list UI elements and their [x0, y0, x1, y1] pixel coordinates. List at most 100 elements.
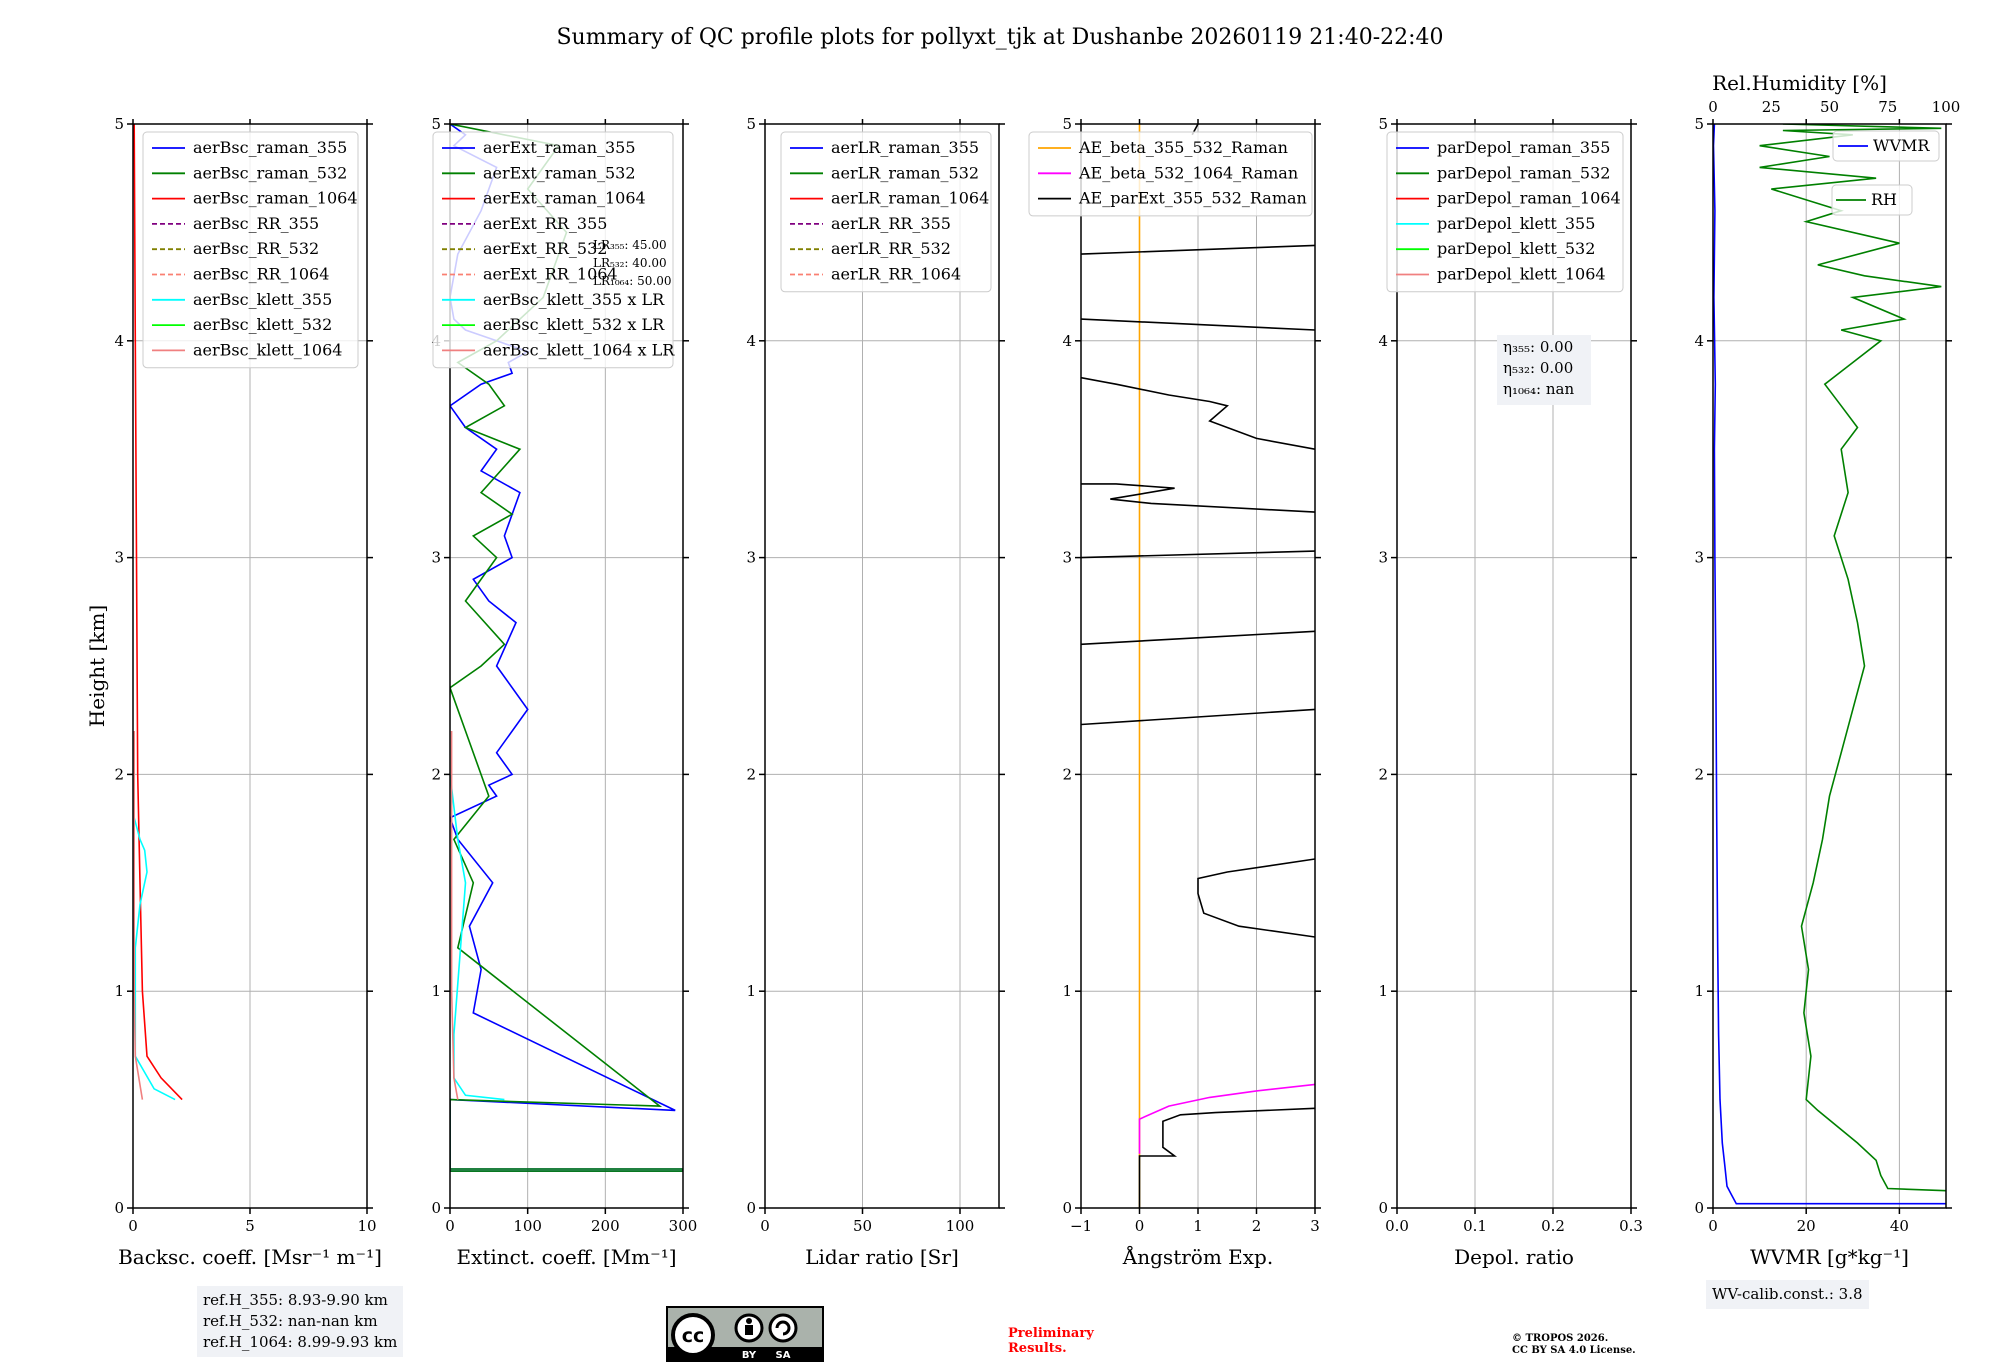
x-tick-label: 100 — [946, 1217, 975, 1235]
lr-value-0: LR₃₅₅: 45.00 — [593, 238, 667, 252]
eta-value-1: η₅₃₂: 0.00 — [1503, 359, 1573, 377]
y-tick-label: 0 — [1694, 1199, 1704, 1217]
y-tick-label: 3 — [1378, 549, 1388, 567]
legend-label: AE_parExt_355_532_Raman — [1078, 189, 1307, 208]
x-tick-label: 10 — [357, 1217, 376, 1235]
preliminary-line-1: Preliminary — [1008, 1326, 1094, 1341]
top-x-tick-label: 0 — [1708, 98, 1718, 116]
y-tick-label: 2 — [431, 765, 441, 783]
ref-height-532: ref.H_532: nan-nan km — [203, 1312, 378, 1330]
axes-frame — [1396, 123, 1632, 1209]
series-line-AE_parExt_355_532_Raman_c — [1081, 708, 1315, 726]
eta-value-2: η₁₀₆₄: nan — [1503, 380, 1574, 398]
wv-calib-const: WV-calib.const.: 3.8 — [1712, 1285, 1863, 1303]
y-tick-label: 2 — [1378, 765, 1388, 783]
panel-backscatter: 0 5 10 0 1 2 3 4 5 Backsc. coeff. [Msr⁻¹ m⁻¹] aerB… — [114, 115, 381, 1269]
eta-value-0: η₃₅₅: 0.00 — [1503, 338, 1573, 356]
axes-frame — [764, 123, 1000, 1209]
legend-label: parDepol_klett_355 — [1437, 214, 1595, 233]
y-tick-label: 2 — [1062, 765, 1072, 783]
legend-box — [432, 131, 674, 369]
y-tick-label: 2 — [114, 765, 124, 783]
y-axis-label: Height [km] — [85, 605, 109, 727]
lr-value-1: LR₅₃₂: 40.00 — [593, 256, 667, 270]
top-x-axis-label: Rel.Humidity [%] — [1712, 71, 1887, 95]
legend: WVMR RH — [1831, 130, 1940, 216]
preliminary-note: Preliminary Results. — [1008, 1326, 1094, 1356]
y-tick-label: 1 — [431, 982, 441, 1000]
x-tick-label: 0 — [445, 1217, 455, 1235]
legend-label: aerBsc_klett_355 — [193, 290, 332, 309]
panel-lidar_ratio: 0 50 100 0 1 2 3 4 5 Lidar ratio [Sr] aerLR_raman_… — [746, 115, 1005, 1269]
y-tick-label: 4 — [1378, 332, 1388, 350]
x-tick-label: 5 — [245, 1217, 255, 1235]
x-tick-label: 0.3 — [1619, 1217, 1643, 1235]
wv-calibration-box: WV-calib.const.: 3.8 — [1706, 1280, 1869, 1309]
y-tick-label: 4 — [114, 332, 124, 350]
y-tick-label: 1 — [1694, 982, 1704, 1000]
series-line-AE_parExt_355_532_Raman_f — [1081, 483, 1315, 513]
cc-sa-label: SA — [776, 1350, 791, 1361]
axes-frame — [132, 123, 368, 1209]
legend-label: parDepol_klett_1064 — [1437, 265, 1606, 284]
figure-title: Summary of QC profile plots for pollyxt_… — [556, 25, 1443, 50]
legend: aerLR_raman_355 aerLR_raman_532 aerLR_rama… — [780, 131, 992, 293]
series-line-RH — [1759, 124, 1946, 1192]
legend-label: aerExt_raman_355 — [483, 138, 636, 157]
y-tick-label: 5 — [1378, 115, 1388, 133]
axes-frame — [449, 123, 684, 1209]
y-tick-label: 2 — [746, 765, 756, 783]
y-tick-label: 5 — [1694, 115, 1704, 133]
legend-box-rh — [1831, 184, 1913, 216]
legend: aerExt_raman_355 aerExt_raman_532 aerExt_r… — [432, 131, 675, 369]
legend-label: aerBsc_RR_1064 — [193, 265, 329, 284]
y-tick-label: 0 — [746, 1199, 756, 1217]
y-tick-label: 5 — [431, 115, 441, 133]
lr-value-2: LR₁₀₆₄: 50.00 — [593, 274, 671, 288]
series-line-WVMR — [1713, 124, 1946, 1205]
y-tick-label: 1 — [1378, 982, 1388, 1000]
cc-by-label: BY — [742, 1350, 757, 1361]
legend-label: aerBsc_raman_1064 — [193, 189, 358, 208]
axes-frame — [1080, 123, 1316, 1209]
legend-label: AE_beta_532_1064_Raman — [1078, 163, 1298, 182]
legend-label: aerBsc_klett_1064 x LR — [483, 340, 675, 359]
ref-height-1064: ref.H_1064: 8.99-9.93 km — [203, 1333, 398, 1351]
series-line-AE_beta_532_1064_Raman — [1138, 1083, 1315, 1154]
legend-label: aerBsc_raman_532 — [193, 163, 347, 182]
axes-frame — [1712, 123, 1947, 1209]
legend-label: aerLR_RR_532 — [831, 239, 951, 258]
y-tick-label: 3 — [114, 549, 124, 567]
legend-label: aerBsc_RR_355 — [193, 214, 319, 233]
y-tick-label: 4 — [1062, 332, 1072, 350]
series-line-AE_parExt_355_532_Raman_i — [1081, 244, 1315, 255]
legend-label: parDepol_klett_532 — [1437, 239, 1595, 258]
y-tick-label: 3 — [1062, 549, 1072, 567]
legend: aerBsc_raman_355 aerBsc_raman_532 aerBsc_r… — [142, 131, 359, 369]
copyright-line-2: CC BY SA 4.0 License. — [1512, 1345, 1636, 1356]
x-axis-label: WVMR [g*kg⁻¹] — [1750, 1245, 1909, 1269]
x-axis-label: Lidar ratio [Sr] — [805, 1245, 959, 1269]
series-line-aerBsc_klett_355 — [133, 796, 176, 1101]
x-tick-label: −1 — [1070, 1217, 1092, 1235]
x-axis-label: Extinct. coeff. [Mm⁻¹] — [456, 1245, 676, 1269]
x-tick-label: 20 — [1797, 1217, 1816, 1235]
panel-extinction: 0100200300012345Extinct. coeff. [Mm⁻¹]ae… — [431, 115, 697, 1269]
reference-height-box: ref.H_355: 8.93-9.90 km ref.H_532: nan-n… — [197, 1286, 404, 1357]
legend-label: aerLR_RR_355 — [831, 214, 951, 233]
top-x-tick-label: 75 — [1878, 98, 1897, 116]
panel-depol: 0.0 0.1 0.2 0.3 0 1 2 3 4 5 Depol. ratio parDepol_r… — [1378, 115, 1642, 1269]
series-line-AE_parExt_355_532_Raman_d — [1081, 630, 1315, 646]
cc-license-logo: cc BY SA — [666, 1306, 824, 1362]
y-tick-label: 2 — [1694, 765, 1704, 783]
x-tick-label: 200 — [591, 1217, 620, 1235]
top-x-tick-label: 100 — [1932, 98, 1961, 116]
series-line-AE_parExt_355_532_Raman — [1138, 1107, 1315, 1208]
x-tick-label: 2 — [1252, 1217, 1262, 1235]
x-tick-label: 0.0 — [1385, 1217, 1409, 1235]
legend: AE_beta_355_532_Raman AE_beta_532_1064_Ra… — [1028, 131, 1313, 217]
y-tick-label: 3 — [431, 549, 441, 567]
x-tick-label: 0 — [1708, 1217, 1718, 1235]
legend-box — [1386, 131, 1624, 293]
